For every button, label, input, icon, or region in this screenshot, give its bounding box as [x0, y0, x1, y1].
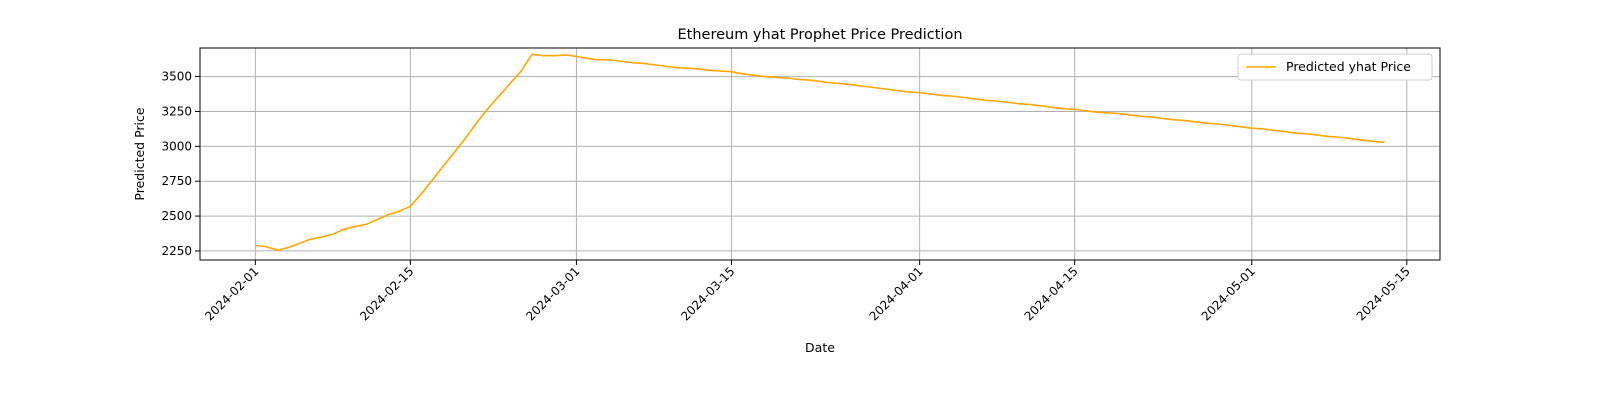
y-axis-label: Predicted Price [132, 107, 147, 200]
y-tick-label: 2750 [161, 174, 192, 188]
legend: Predicted yhat Price [1237, 53, 1433, 81]
y-tick-label: 2250 [161, 244, 192, 258]
y-tick-label: 2500 [161, 209, 192, 223]
chart-title: Ethereum yhat Prophet Price Prediction [677, 27, 962, 43]
legend-label: Predicted yhat Price [1286, 59, 1411, 74]
x-axis-label: Date [805, 340, 835, 355]
series-layer [255, 53, 1385, 252]
grid [200, 48, 1440, 260]
legend-box [1237, 53, 1433, 81]
y-tick-label: 3000 [161, 139, 192, 153]
plot-frame [199, 47, 1441, 261]
y-tick-label: 3500 [161, 70, 192, 84]
series-line-predicted-yhat-price [255, 53, 1385, 252]
y-tick-label: 3250 [161, 104, 192, 118]
